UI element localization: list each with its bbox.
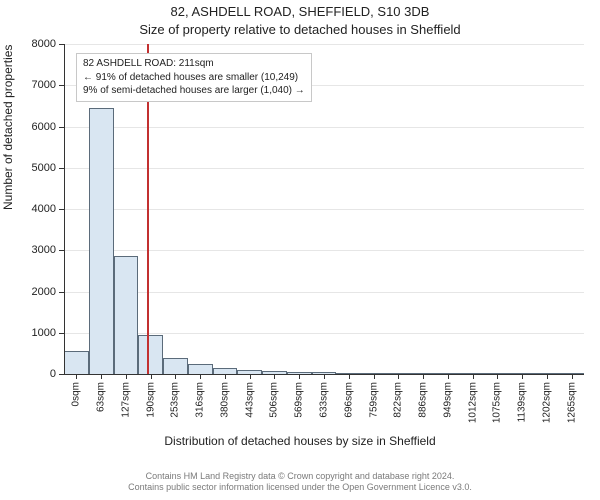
annotation-box: 82 ASHDELL ROAD: 211sqm ← 91% of detache…: [76, 53, 312, 102]
xtick-label: 127sqm: [120, 382, 131, 418]
ytick-label: 2000: [22, 286, 56, 298]
chart-container: 82, ASHDELL ROAD, SHEFFIELD, S10 3DB Siz…: [0, 0, 600, 500]
gridline: [64, 44, 584, 45]
xtick-label: 569sqm: [294, 382, 305, 418]
attribution-line-2: Contains public sector information licen…: [0, 482, 600, 494]
xtick-mark: [225, 374, 226, 379]
y-axis-label: Number of detached properties: [1, 45, 15, 210]
xtick-mark: [299, 374, 300, 379]
xtick-label: 1012sqm: [467, 382, 478, 423]
xtick-mark: [547, 374, 548, 379]
ytick-label: 7000: [22, 79, 56, 91]
xtick-label: 1075sqm: [492, 382, 503, 423]
histogram-bar: [114, 256, 139, 374]
xtick-mark: [250, 374, 251, 379]
xtick-label: 633sqm: [319, 382, 330, 418]
xtick-mark: [274, 374, 275, 379]
annotation-line-1: 82 ASHDELL ROAD: 211sqm: [83, 57, 305, 71]
chart-subtitle: Size of property relative to detached ho…: [0, 22, 600, 37]
histogram-bar: [163, 358, 188, 375]
xtick-label: 253sqm: [170, 382, 181, 418]
xtick-label: 0sqm: [71, 382, 82, 406]
annotation-line-3: 9% of semi-detached houses are larger (1…: [83, 84, 305, 98]
histogram-bar: [89, 108, 114, 374]
gridline: [64, 250, 584, 251]
xtick-mark: [374, 374, 375, 379]
attribution-line-1: Contains HM Land Registry data © Crown c…: [0, 471, 600, 483]
xtick-mark: [175, 374, 176, 379]
attribution-text: Contains HM Land Registry data © Crown c…: [0, 471, 600, 494]
gridline: [64, 127, 584, 128]
xtick-label: 759sqm: [368, 382, 379, 418]
xtick-mark: [126, 374, 127, 379]
xtick-label: 822sqm: [393, 382, 404, 418]
xtick-label: 1202sqm: [541, 382, 552, 423]
ytick-label: 4000: [22, 203, 56, 215]
ytick-label: 0: [22, 368, 56, 380]
xtick-mark: [473, 374, 474, 379]
xtick-label: 190sqm: [145, 382, 156, 418]
gridline: [64, 292, 584, 293]
ytick-label: 8000: [22, 38, 56, 50]
xtick-mark: [101, 374, 102, 379]
xtick-mark: [423, 374, 424, 379]
ytick-label: 1000: [22, 327, 56, 339]
y-axis-line: [64, 44, 65, 374]
address-title: 82, ASHDELL ROAD, SHEFFIELD, S10 3DB: [0, 4, 600, 19]
xtick-mark: [448, 374, 449, 379]
xtick-mark: [151, 374, 152, 379]
xtick-mark: [349, 374, 350, 379]
histogram-bar: [138, 335, 163, 374]
xtick-mark: [76, 374, 77, 379]
gridline: [64, 168, 584, 169]
xtick-label: 380sqm: [219, 382, 230, 418]
xtick-label: 316sqm: [195, 382, 206, 418]
xtick-label: 1139sqm: [517, 382, 528, 422]
histogram-bar: [188, 364, 213, 374]
histogram-bar: [64, 351, 89, 374]
ytick-label: 3000: [22, 244, 56, 256]
x-axis-label: Distribution of detached houses by size …: [0, 434, 600, 448]
xtick-label: 63sqm: [96, 382, 107, 412]
ytick-label: 6000: [22, 121, 56, 133]
xtick-label: 886sqm: [418, 382, 429, 418]
xtick-mark: [572, 374, 573, 379]
xtick-mark: [497, 374, 498, 379]
annotation-line-2: ← 91% of detached houses are smaller (10…: [83, 71, 305, 85]
xtick-mark: [522, 374, 523, 379]
xtick-mark: [200, 374, 201, 379]
xtick-mark: [398, 374, 399, 379]
gridline: [64, 209, 584, 210]
xtick-label: 696sqm: [343, 382, 354, 418]
xtick-label: 443sqm: [244, 382, 255, 418]
ytick-label: 5000: [22, 162, 56, 174]
gridline: [64, 333, 584, 334]
xtick-label: 949sqm: [442, 382, 453, 418]
xtick-label: 1265sqm: [566, 382, 577, 423]
xtick-mark: [324, 374, 325, 379]
xtick-label: 506sqm: [269, 382, 280, 418]
